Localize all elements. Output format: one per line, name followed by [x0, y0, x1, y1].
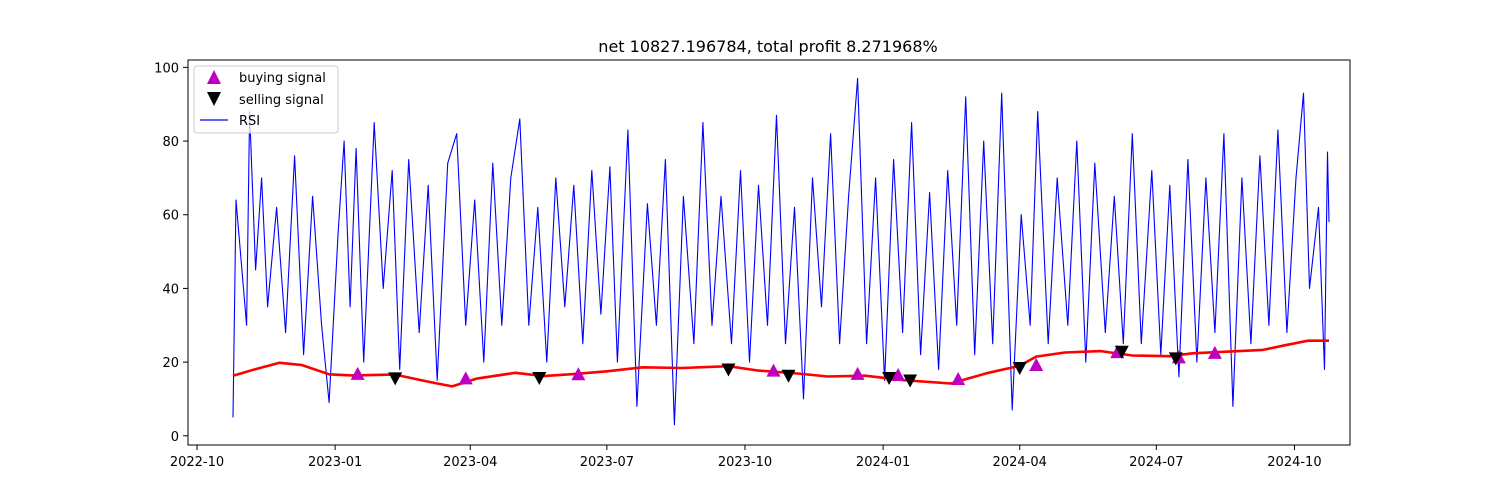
buy-signal-marker	[458, 371, 473, 385]
markers-layer	[350, 345, 1222, 388]
x-tick-label: 2024-01	[856, 455, 910, 470]
x-axis: 2022-10 2023-01 2023-04 2023-07 2023-10 2024-…	[170, 445, 1322, 470]
legend-sell-label: selling signal	[239, 93, 324, 108]
buy-signal-marker	[891, 368, 906, 381]
legend: buying signal selling signal RSI	[193, 65, 339, 134]
legend-box	[193, 65, 339, 134]
plot-area	[188, 60, 1350, 445]
legend-rsi-label: RSI	[239, 114, 260, 129]
sell-signal-marker	[882, 371, 897, 385]
plot-background	[188, 60, 1350, 445]
legend-buy-marker-icon	[207, 70, 221, 84]
y-tick-label: 100	[154, 61, 179, 76]
sell-signal-marker	[532, 371, 547, 385]
x-tick-label: 2024-07	[1129, 455, 1183, 470]
buy-signal-marker	[850, 366, 865, 380]
sell-signal-marker	[721, 363, 736, 377]
y-tick-label: 20	[162, 356, 179, 371]
sell-signal-marker	[1114, 345, 1129, 359]
chart-title: net 10827.196784, total profit 8.271968%	[598, 37, 937, 56]
sell-signal-marker	[388, 372, 403, 386]
x-tick-label: 2023-01	[308, 455, 362, 470]
buy-signal-marker	[766, 363, 781, 377]
buy-signal-marker	[571, 367, 586, 381]
legend-buy-label: buying signal	[239, 71, 326, 86]
y-tick-label: 80	[162, 135, 179, 150]
x-tick-label: 2022-10	[170, 455, 224, 470]
y-axis: 0 20 40 60 80 100	[154, 61, 188, 445]
plot-frame	[187, 59, 1351, 446]
y-tick-label: 0	[171, 430, 179, 445]
buy-signal-marker	[1207, 345, 1222, 359]
buy-signal-marker	[350, 366, 365, 380]
x-tick-label: 2024-10	[1267, 455, 1321, 470]
rsi-series-line	[232, 77, 1330, 426]
x-tick-label: 2023-04	[443, 455, 497, 470]
x-tick-label: 2024-04	[993, 455, 1047, 470]
buy-signal-marker	[1029, 358, 1044, 372]
sell-signal-marker	[903, 374, 918, 388]
buy-signal-marker	[951, 372, 966, 386]
sell-signal-marker	[781, 369, 796, 383]
x-tick-label: 2023-07	[580, 455, 634, 470]
y-tick-label: 40	[162, 282, 179, 297]
x-tick-label: 2023-10	[718, 455, 772, 470]
sell-signal-marker	[1168, 352, 1183, 366]
legend-sell-marker-icon	[207, 92, 221, 106]
sell-signal-marker	[1012, 362, 1027, 375]
y-tick-label: 60	[162, 209, 179, 224]
